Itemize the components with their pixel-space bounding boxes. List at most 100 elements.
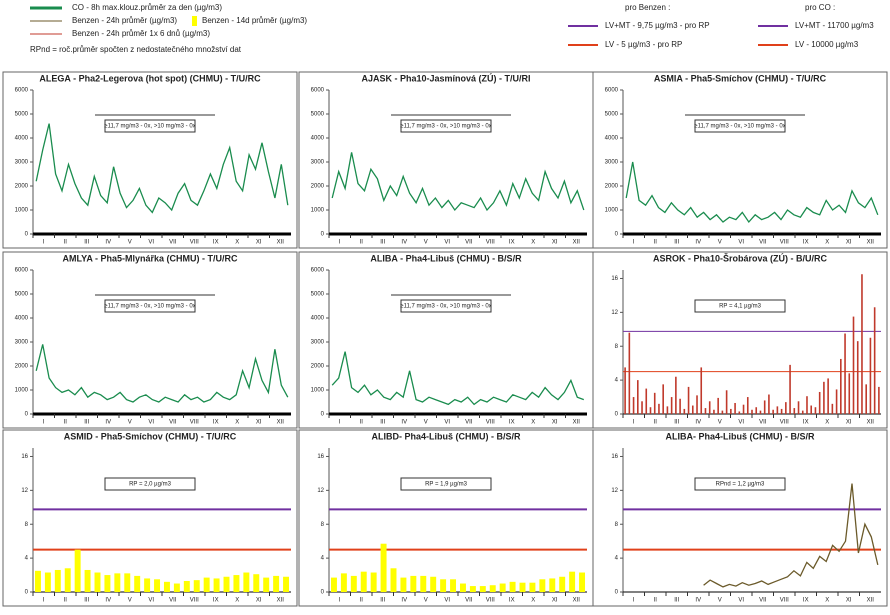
bar xyxy=(725,390,728,414)
bar xyxy=(74,549,81,592)
y-tick-label: 8 xyxy=(615,344,619,350)
x-tick-label: III xyxy=(380,420,385,426)
x-tick-label: VII xyxy=(759,598,767,604)
x-tick-label: V xyxy=(128,240,132,246)
bar xyxy=(213,578,220,592)
annotation-box xyxy=(104,477,196,491)
bar xyxy=(569,571,576,592)
x-tick-label: IV xyxy=(695,420,701,426)
panel-title: ASMID - Pha5-Smíchov (CHMU) - T/U/RC xyxy=(64,431,237,441)
y-tick-label: 3000 xyxy=(605,160,619,166)
y-tick-label: 16 xyxy=(21,454,28,460)
y-tick-label: 4000 xyxy=(15,316,29,322)
y-tick-label: 1000 xyxy=(605,208,619,214)
x-tick-label: V xyxy=(718,240,722,246)
y-tick-label: 5000 xyxy=(311,112,325,118)
y-tick-label: 12 xyxy=(611,310,618,316)
x-tick-label: I xyxy=(633,598,635,604)
bar xyxy=(814,407,817,414)
bar xyxy=(134,575,141,592)
x-tick-label: XII xyxy=(867,240,875,246)
x-tick-label: VII xyxy=(465,240,473,246)
x-tick-label: X xyxy=(235,420,239,426)
bar xyxy=(193,580,200,592)
y-tick-label: 4 xyxy=(615,556,619,562)
bar xyxy=(763,400,766,414)
x-tick-label: III xyxy=(674,240,679,246)
bar xyxy=(653,392,656,414)
y-tick-label: 6000 xyxy=(311,88,325,94)
x-tick-label: VI xyxy=(444,420,450,426)
x-tick-label: IX xyxy=(803,240,809,246)
bar xyxy=(632,397,635,414)
panel-title: ALIBA - Pha4-Libuš (CHMU) - B/S/R xyxy=(370,253,522,263)
annotation-box xyxy=(104,299,196,313)
x-tick-label: I xyxy=(339,240,341,246)
x-tick-label: III xyxy=(380,598,385,604)
bar xyxy=(827,378,829,414)
x-tick-label: VII xyxy=(169,420,177,426)
x-tick-label: I xyxy=(633,420,635,426)
y-tick-label: 3000 xyxy=(311,160,325,166)
panel xyxy=(298,251,594,429)
x-tick-label: VIII xyxy=(190,240,199,246)
data-line xyxy=(35,123,289,214)
bar xyxy=(440,579,447,592)
x-tick-label: I xyxy=(43,598,45,604)
legend-heading: pro Benzen : xyxy=(625,3,670,12)
legend-item: Benzen - 14d průměr (µg/m3) xyxy=(202,16,307,25)
bar xyxy=(696,395,698,414)
panel-title: ALEGA - Pha2-Legerova (hot spot) (CHMU) … xyxy=(39,73,261,83)
bar xyxy=(873,307,876,414)
x-tick-label: XII xyxy=(277,598,285,604)
x-tick-label: I xyxy=(633,240,635,246)
x-tick-label: VIII xyxy=(486,240,495,246)
legend-swatch xyxy=(192,16,197,26)
x-tick-label: IV xyxy=(105,420,111,426)
legend-item: LV - 10000 µg/m3 xyxy=(795,40,859,49)
x-tick-label: VI xyxy=(148,420,154,426)
bar xyxy=(64,568,71,592)
data-line xyxy=(331,152,585,212)
x-tick-label: VI xyxy=(444,598,450,604)
legend-heading: pro CO : xyxy=(805,3,835,12)
x-tick-label: X xyxy=(235,240,239,246)
bar xyxy=(430,576,437,592)
panel xyxy=(592,429,888,607)
bar xyxy=(509,581,516,592)
legend-item: CO - 8h max.klouz.průměr za den (µg/m3) xyxy=(72,3,222,12)
annotation: ≥11,7 mg/m3 - 0x, >10 mg/m3 - 0x xyxy=(104,124,195,130)
y-tick-label: 0 xyxy=(25,590,29,596)
bar xyxy=(818,391,821,414)
bar xyxy=(144,578,151,592)
bar xyxy=(856,341,859,414)
x-tick-label: VII xyxy=(169,598,177,604)
x-tick-label: X xyxy=(825,240,829,246)
x-tick-label: IV xyxy=(401,420,407,426)
bar xyxy=(263,577,270,592)
y-tick-label: 2000 xyxy=(15,184,29,190)
x-tick-label: VI xyxy=(148,598,154,604)
bar xyxy=(628,332,631,414)
x-tick-label: I xyxy=(43,240,45,246)
x-tick-label: IX xyxy=(213,598,219,604)
x-tick-label: XII xyxy=(867,420,875,426)
bar xyxy=(94,572,101,592)
x-tick-label: VI xyxy=(738,598,744,604)
x-tick-label: XI xyxy=(256,240,262,246)
bar xyxy=(878,386,880,414)
panel-title: ALIBD- Pha4-Libuš (CHMU) - B/S/R xyxy=(372,431,521,441)
y-tick-label: 6000 xyxy=(605,88,619,94)
data-line xyxy=(703,483,879,588)
bar xyxy=(789,364,791,414)
x-tick-label: IX xyxy=(509,420,515,426)
x-tick-label: XI xyxy=(846,240,852,246)
panel-title: ASMIA - Pha5-Smíchov (CHMU) - T/U/RC xyxy=(654,73,827,83)
bar xyxy=(708,401,711,414)
x-tick-label: VIII xyxy=(190,420,199,426)
y-tick-label: 3000 xyxy=(311,340,325,346)
y-tick-label: 0 xyxy=(25,412,29,418)
x-tick-label: IX xyxy=(803,598,809,604)
y-tick-label: 16 xyxy=(317,454,324,460)
